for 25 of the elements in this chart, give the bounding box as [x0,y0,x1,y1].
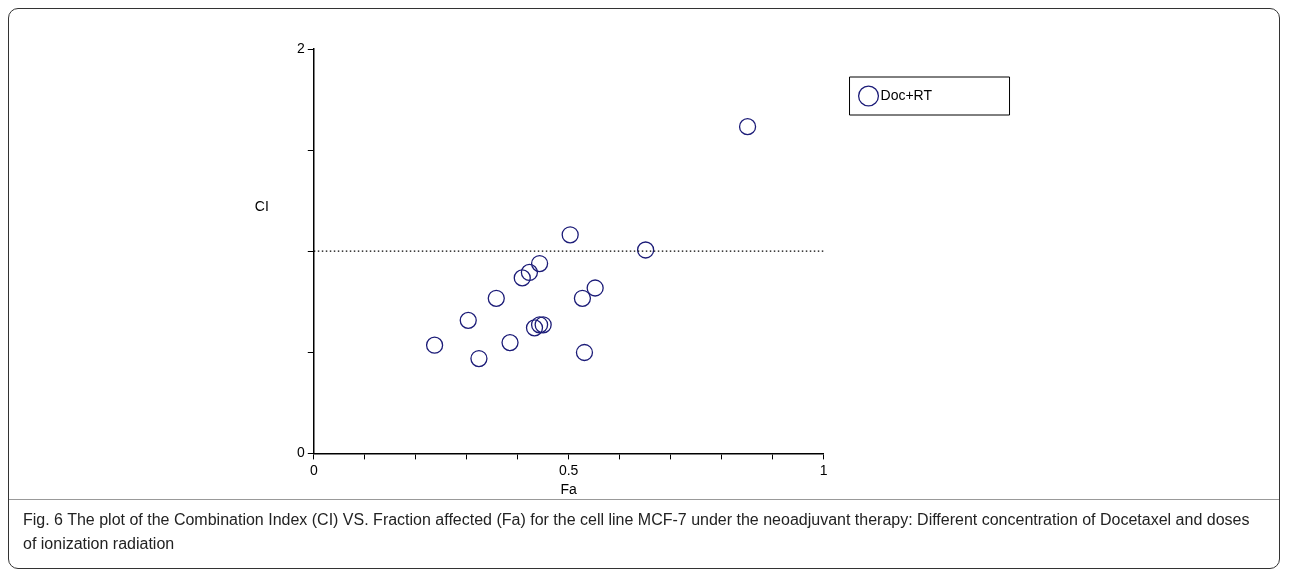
point [470,349,488,368]
point [487,289,505,307]
point [513,269,531,287]
point [561,226,579,244]
x-tick-label: 0.5 [558,461,579,478]
point [520,263,539,282]
y-tick-label: 2 [296,39,305,56]
point [525,319,544,337]
point [459,311,477,329]
point [501,333,519,352]
point [575,343,594,362]
legend-label: Doc+RT [880,86,933,103]
caption: Fig. 6 The plot of the Combination Index (CI) VS. Fraction affected (Fa) for the cell line MCF-7 under the neoadjuvant therapy: Different concentration of Docetaxel and doses of ionization radiation [9,499,1279,568]
point [534,316,552,334]
point [573,289,592,307]
y-axis-title: CI [254,197,269,214]
point [425,336,444,354]
x-axis-title: Fa [560,481,578,498]
point [530,316,549,334]
point [530,254,549,273]
point [738,118,757,136]
point [636,241,655,259]
x-tick-label: 1 [819,461,828,478]
point [586,279,604,297]
x-tick-label: 0 [309,461,318,478]
